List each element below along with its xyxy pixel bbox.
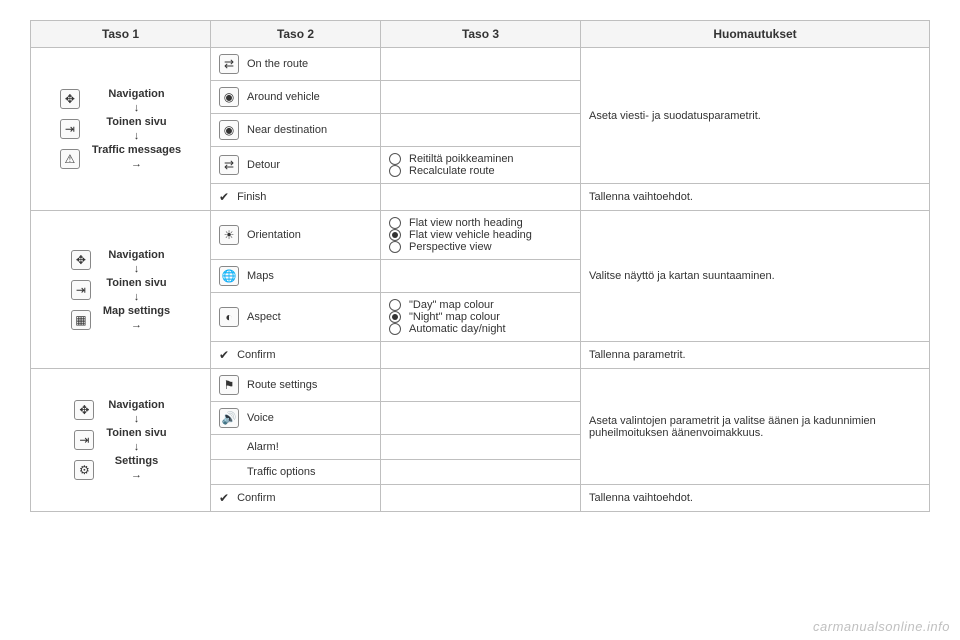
nav-title: Navigation [108,249,164,261]
nav-title: Navigation [108,399,164,411]
lvl3-empty [381,260,581,293]
note-map-choose: Valitse näyttö ja kartan suuntaaminen. [581,211,930,342]
radio-filled-icon [389,311,401,323]
lvl3-empty [381,402,581,435]
note-traffic-params: Aseta viesti- ja suodatusparametrit. [581,48,930,184]
arrow-down-icon [134,441,140,453]
palette-icon: ◐ [219,307,239,327]
lvl2-confirm-map: Confirm [211,342,381,369]
radio-icon [389,299,401,311]
route-icon: ⇄ [219,155,239,175]
radio-icon [389,323,401,335]
compass-icon: ✥ [74,400,94,420]
lvl2-aspect: ◐Aspect [211,293,381,342]
note-settings-params: Aseta valintojen parametrit ja valitse ä… [581,369,930,485]
lvl3-empty [381,485,581,512]
menu-table: Taso 1 Taso 2 Taso 3 Huomautukset ✥ ⇥ ⚠ … [30,20,930,512]
nav-title: Navigation [108,88,164,100]
arrow-down-icon [134,263,140,275]
note-traffic-save: Tallenna vaihtoehdot. [581,184,930,211]
lvl3-empty [381,114,581,147]
note-settings-save: Tallenna vaihtoehdot. [581,485,930,512]
nav-second: Toinen sivu [106,277,166,289]
header-huom: Huomautukset [581,21,930,48]
lvl2-maps: 🌐Maps [211,260,381,293]
nav-second: Toinen sivu [106,116,166,128]
lvl2-confirm-settings: Confirm [211,485,381,512]
routeset-icon: ⚑ [219,375,239,395]
header-taso2: Taso 2 [211,21,381,48]
grid-icon: ▦ [71,310,91,330]
compass-icon: ✥ [71,250,91,270]
lvl2-detour: ⇄Detour [211,147,381,184]
warning-icon: ⚠ [60,149,80,169]
lvl1-traffic-messages: ✥ ⇥ ⚠ Navigation Toinen sivu Traffic mes… [31,48,211,211]
compass-icon: ✥ [60,89,80,109]
exit-icon: ⇥ [71,280,91,300]
lvl2-voice: 🔊Voice [211,402,381,435]
arrow-right-icon [131,319,142,331]
nav-settings: Settings [115,455,158,467]
globe-icon: 🌐 [219,266,239,286]
lvl2-on-route: ⇄On the route [211,48,381,81]
voice-icon: 🔊 [219,408,239,428]
arrow-down-icon [134,413,140,425]
header-taso3: Taso 3 [381,21,581,48]
lvl3-empty [381,435,581,460]
lvl3-orientation-options: Flat view north heading Flat view vehicl… [381,211,581,260]
exit-icon: ⇥ [60,119,80,139]
pin-icon: ◉ [219,87,239,107]
arrow-down-icon [134,291,140,303]
radio-icon [389,153,401,165]
radio-icon [389,165,401,177]
exit-icon: ⇥ [74,430,94,450]
lvl2-finish: Finish [211,184,381,211]
lvl3-empty [381,460,581,485]
arrow-right-icon [131,158,142,170]
lvl3-empty [381,342,581,369]
note-map-save: Tallenna parametrit. [581,342,930,369]
arrow-down-icon [134,102,140,114]
route-icon: ⇄ [219,54,239,74]
lvl3-empty [381,184,581,211]
lvl1-map-settings: ✥ ⇥ ▦ Navigation Toinen sivu Map setting… [31,211,211,369]
lvl3-empty [381,81,581,114]
nav-mapsettings: Map settings [103,305,170,317]
lvl3-empty [381,369,581,402]
check-icon [219,348,229,362]
lvl2-orientation: ☀Orientation [211,211,381,260]
lvl3-aspect-options: "Day" map colour "Night" map colour Auto… [381,293,581,342]
watermark: carmanualsonline.info [813,619,950,634]
radio-icon [389,241,401,253]
gear-icon: ⚙ [74,460,94,480]
lvl2-traffic-options: Traffic options [211,460,381,485]
arrow-down-icon [134,130,140,142]
lvl1-settings: ✥ ⇥ ⚙ Navigation Toinen sivu Settings [31,369,211,512]
lvl2-alarm: Alarm! [211,435,381,460]
nav-traffic: Traffic messages [92,144,181,156]
lvl2-around-vehicle: ◉Around vehicle [211,81,381,114]
lvl3-detour-options: Reitiltä poikkeaminen Recalculate route [381,147,581,184]
lvl2-near-destination: ◉Near destination [211,114,381,147]
sun-icon: ☀ [219,225,239,245]
radio-icon [389,217,401,229]
arrow-right-icon [131,469,142,481]
radio-filled-icon [389,229,401,241]
lvl3-empty [381,48,581,81]
check-icon [219,491,229,505]
pin-icon: ◉ [219,120,239,140]
nav-second: Toinen sivu [106,427,166,439]
lvl2-route-settings: ⚑Route settings [211,369,381,402]
header-taso1: Taso 1 [31,21,211,48]
check-icon [219,190,229,204]
